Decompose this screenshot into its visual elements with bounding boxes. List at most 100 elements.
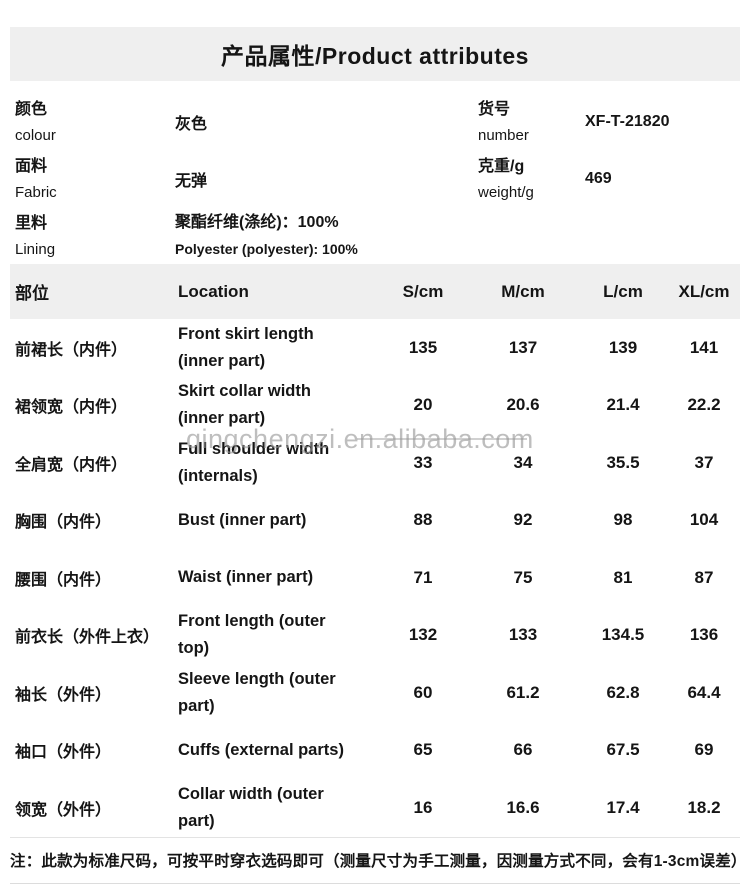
size-value-m: 133 bbox=[508, 625, 538, 645]
part-name-cell: 全肩宽（内件） bbox=[15, 456, 128, 474]
colour-label: 颜色 colour bbox=[10, 96, 175, 148]
fabric-label-en: Fabric bbox=[15, 183, 57, 201]
table-row: 袖长（外件） Sleeve length (outer part) 60 61.… bbox=[10, 664, 740, 722]
size-value-xl: 64.4 bbox=[687, 682, 721, 702]
weight-value: 469 bbox=[585, 169, 612, 187]
size-value-m: 137 bbox=[508, 337, 538, 357]
location-text: Waist (inner part) bbox=[178, 568, 314, 587]
location-cell: Full shoulder width (internals) bbox=[178, 436, 378, 490]
lining-label-zh: 里料 bbox=[15, 214, 48, 232]
table-row: 裙领宽（内件） Skirt collar width (inner part) … bbox=[10, 377, 740, 435]
header-size-l: L/cm bbox=[603, 281, 643, 301]
location-cell: Front length (outer top) bbox=[178, 608, 378, 662]
part-name-cell: 袖长（外件） bbox=[15, 686, 112, 704]
part-name-cell: 袖口（外件） bbox=[15, 744, 112, 762]
size-value-xl: 22.2 bbox=[687, 395, 721, 415]
size-value-xl: 104 bbox=[689, 510, 719, 530]
size-value-xl: 18.2 bbox=[687, 797, 721, 817]
weight-label-zh: 克重/g bbox=[478, 157, 525, 175]
location-text: Sleeve length (outer part) bbox=[178, 669, 336, 715]
size-value-xl: 37 bbox=[694, 452, 714, 472]
weight-label: 克重/g weight/g bbox=[478, 153, 585, 205]
colour-label-en: colour bbox=[15, 126, 56, 144]
attribute-row-fabric-weight: 面料 Fabric 无弹 克重/g weight/g 469 bbox=[10, 150, 740, 207]
size-value-s: 135 bbox=[408, 337, 438, 357]
size-value-l: 134.5 bbox=[601, 625, 645, 645]
location-cell: Waist (inner part) bbox=[178, 564, 378, 591]
size-value-xl: 87 bbox=[694, 567, 714, 587]
part-name-cell: 前裙长（内件） bbox=[15, 341, 128, 359]
size-value-l: 17.4 bbox=[606, 797, 640, 817]
fabric-label-zh: 面料 bbox=[15, 157, 48, 175]
size-value-s: 88 bbox=[413, 510, 433, 530]
location-text: Full shoulder width (internals) bbox=[178, 439, 330, 485]
size-value-l: 35.5 bbox=[606, 452, 640, 472]
table-row: 前裙长（内件） Front skirt length (inner part) … bbox=[10, 319, 740, 377]
size-value-s: 33 bbox=[413, 452, 433, 472]
page-title-bar: 产品属性/Product attributes bbox=[10, 27, 740, 81]
lining-label: 里料 Lining bbox=[10, 210, 175, 262]
fabric-label: 面料 Fabric bbox=[10, 153, 175, 205]
lining-label-en: Lining bbox=[15, 240, 56, 258]
location-cell: Sleeve length (outer part) bbox=[178, 666, 378, 720]
item-number-value: XF-T-21820 bbox=[585, 112, 670, 130]
location-cell: Collar width (outer part) bbox=[178, 781, 378, 835]
lining-value: 聚酯纤维(涤纶)：100% Polyester (polyester): 100… bbox=[175, 210, 478, 262]
size-table-header: 部位 Location S/cm M/cm L/cm XL/cm bbox=[10, 264, 740, 319]
part-name-cell: 领宽（外件） bbox=[15, 801, 112, 819]
colour-value: 灰色 bbox=[175, 115, 208, 133]
size-value-m: 16.6 bbox=[506, 797, 540, 817]
footnote: 注：此款为标准尺码，可按平时穿衣选码即可（测量尺寸为手工测量，因测量方式不同，会… bbox=[10, 836, 746, 884]
item-number-label: 货号 number bbox=[478, 96, 585, 148]
location-cell: Bust (inner part) bbox=[178, 507, 378, 534]
size-value-l: 139 bbox=[608, 337, 638, 357]
table-row: 腰围（内件） Waist (inner part) 71 75 81 87 bbox=[10, 549, 740, 607]
size-value-m: 75 bbox=[513, 567, 533, 587]
location-cell: Front skirt length (inner part) bbox=[178, 321, 378, 375]
item-number-label-zh: 货号 bbox=[478, 100, 511, 118]
attributes-section: 颜色 colour 灰色 货号 number XF-T-21820 面料 Fab… bbox=[10, 81, 740, 264]
header-size-m: M/cm bbox=[501, 281, 545, 301]
size-value-s: 71 bbox=[413, 567, 433, 587]
header-size-xl: XL/cm bbox=[678, 281, 730, 301]
size-value-m: 20.6 bbox=[506, 395, 540, 415]
size-value-xl: 141 bbox=[689, 337, 719, 357]
size-value-l: 21.4 bbox=[606, 395, 640, 415]
table-row: 袖口（外件） Cuffs (external parts) 65 66 67.5… bbox=[10, 722, 740, 780]
table-row: 胸围（内件） Bust (inner part) 88 92 98 104 bbox=[10, 492, 740, 550]
size-value-l: 98 bbox=[613, 510, 633, 530]
colour-label-zh: 颜色 bbox=[15, 100, 48, 118]
header-location: Location bbox=[178, 281, 249, 301]
size-value-l: 62.8 bbox=[606, 682, 640, 702]
item-number-label-en: number bbox=[478, 126, 529, 144]
attribute-row-colour-number: 颜色 colour 灰色 货号 number XF-T-21820 bbox=[10, 93, 740, 150]
part-name-cell: 前衣长（外件上衣） bbox=[15, 629, 160, 647]
size-value-l: 67.5 bbox=[606, 740, 640, 760]
location-cell: Cuffs (external parts) bbox=[178, 737, 378, 764]
location-text: Front length (outer top) bbox=[178, 612, 326, 658]
location-cell: Skirt collar width (inner part) bbox=[178, 378, 378, 432]
size-value-m: 66 bbox=[513, 740, 533, 760]
header-size-s: S/cm bbox=[402, 281, 444, 301]
size-value-s: 60 bbox=[413, 682, 433, 702]
page-title: 产品属性/Product attributes bbox=[221, 43, 529, 69]
lining-value-en: Polyester (polyester): 100% bbox=[175, 240, 358, 257]
size-value-s: 20 bbox=[413, 395, 433, 415]
size-value-s: 65 bbox=[413, 740, 433, 760]
size-value-m: 34 bbox=[513, 452, 533, 472]
table-row: 全肩宽（内件） Full shoulder width (internals) … bbox=[10, 434, 740, 492]
size-value-m: 92 bbox=[513, 510, 533, 530]
part-name-cell: 裙领宽（内件） bbox=[15, 399, 128, 417]
location-text: Cuffs (external parts) bbox=[178, 740, 344, 759]
header-part: 部位 bbox=[15, 284, 49, 303]
lining-value-zh: 聚酯纤维(涤纶)：100% bbox=[175, 213, 339, 231]
size-value-s: 132 bbox=[408, 625, 438, 645]
attribute-row-lining: 里料 Lining 聚酯纤维(涤纶)：100% Polyester (polye… bbox=[10, 207, 740, 264]
fabric-value: 无弹 bbox=[175, 172, 208, 190]
size-value-l: 81 bbox=[613, 567, 633, 587]
location-text: Bust (inner part) bbox=[178, 510, 307, 529]
weight-label-en: weight/g bbox=[478, 183, 534, 201]
location-text: Front skirt length (inner part) bbox=[178, 324, 314, 370]
size-value-xl: 136 bbox=[689, 625, 719, 645]
